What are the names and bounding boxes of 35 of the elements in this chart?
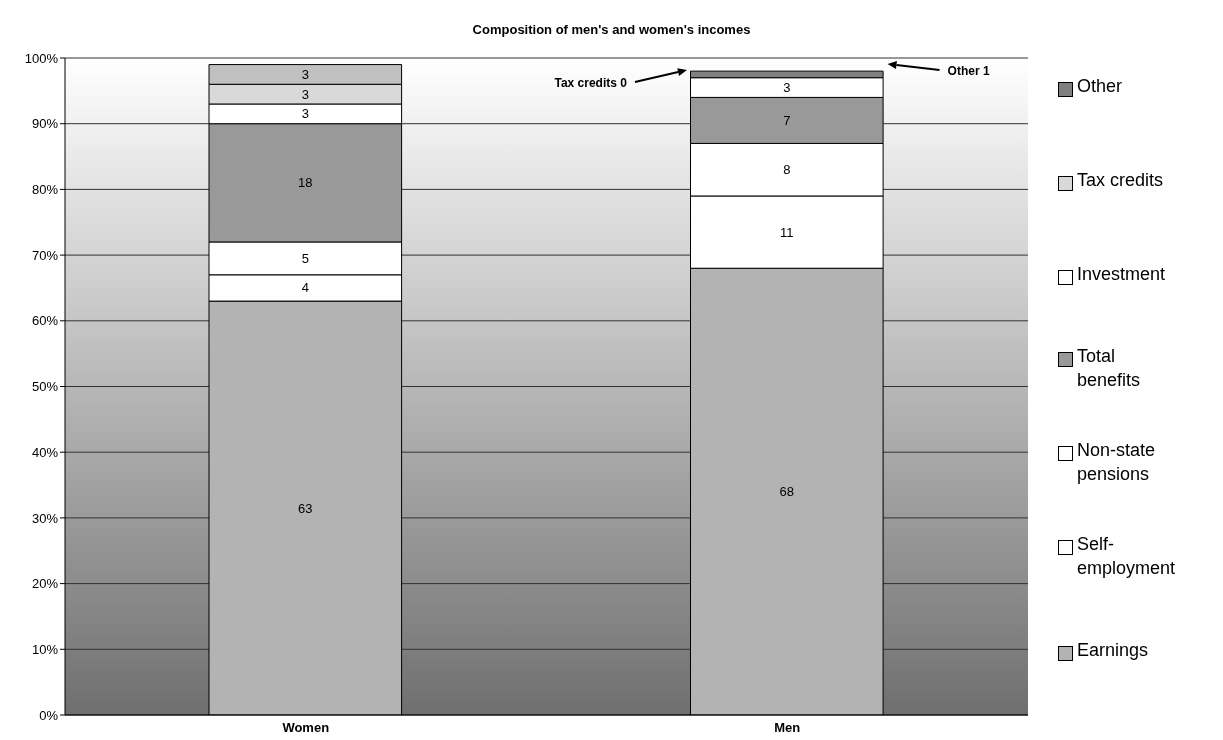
data-label: 11 (780, 224, 794, 240)
legend-label: Total benefits (1077, 345, 1142, 392)
y-tick-label: 0% (39, 707, 59, 723)
y-tick-label: 40% (31, 444, 59, 460)
data-label: 18 (298, 175, 313, 191)
legend-label: Other (1077, 75, 1124, 98)
annotation: Tax credits 0 (554, 76, 628, 90)
legend-label: Self-employment (1077, 533, 1177, 580)
y-tick-label: 10% (31, 641, 59, 657)
y-tick-label: 30% (31, 510, 59, 526)
legend-label: Tax credits (1077, 169, 1165, 192)
y-tick-label: 60% (31, 313, 59, 329)
data-label: 68 (779, 484, 795, 500)
y-tick-label: 100% (24, 50, 59, 66)
data-label: 3 (301, 106, 309, 122)
legend-label: Investment (1077, 263, 1167, 286)
data-label: 3 (301, 66, 309, 82)
y-tick-label: 20% (31, 576, 59, 592)
y-tick-label: 50% (31, 379, 59, 395)
x-tick-label: Women (282, 720, 330, 736)
annotation: Other 1 (947, 64, 990, 78)
y-tick-label: 80% (31, 182, 59, 198)
data-label: 3 (301, 86, 309, 102)
chart-title: Composition of men's and women's incomes (471, 22, 752, 37)
data-label: 7 (783, 112, 791, 128)
data-label: 5 (301, 250, 309, 266)
data-label: 63 (298, 500, 313, 516)
data-label: 8 (783, 162, 791, 178)
legend-label: Earnings (1077, 639, 1150, 662)
data-label: 3 (783, 80, 791, 96)
legend-label: Non-state pensions (1077, 439, 1157, 486)
y-tick-label: 90% (31, 116, 59, 132)
y-tick-label: 70% (31, 247, 59, 263)
x-tick-label: Men (774, 720, 801, 736)
data-label: 4 (301, 280, 309, 296)
